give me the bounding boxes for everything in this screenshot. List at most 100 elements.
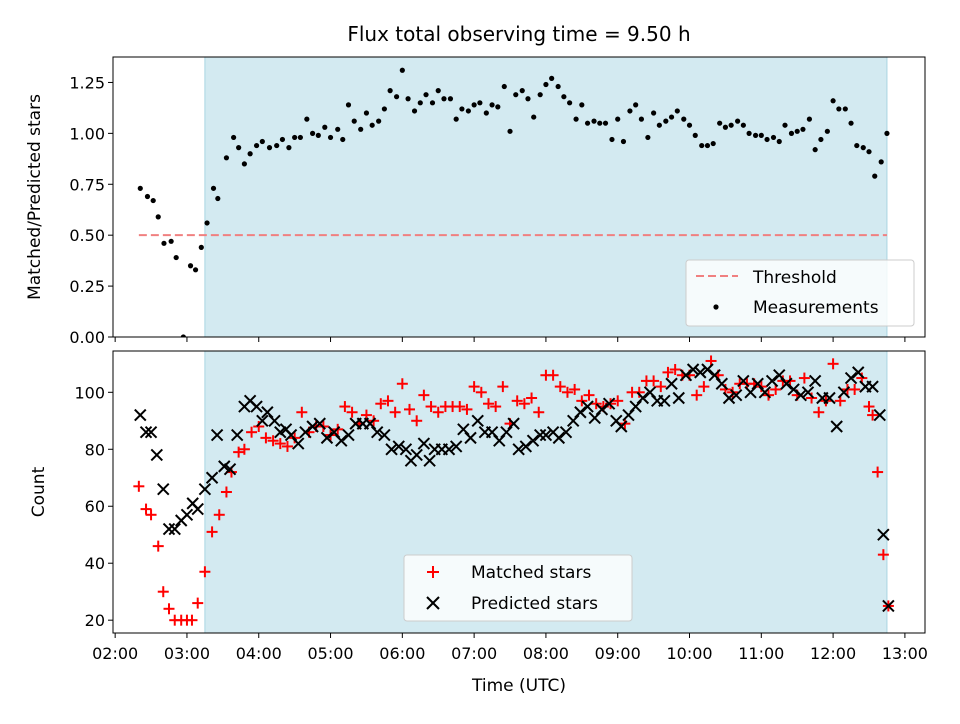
measurements-point	[866, 149, 872, 155]
matched-stars-point	[511, 395, 523, 407]
predicted-stars-point	[191, 502, 204, 516]
predicted-stars-point	[292, 437, 305, 450]
measurements-point	[405, 96, 411, 102]
x-tick-label: 13:00	[882, 644, 928, 663]
measurements-point	[247, 151, 253, 157]
predicted-stars-point	[877, 528, 890, 541]
predicted-stars-point	[392, 440, 405, 453]
measurements-point	[656, 122, 662, 128]
measurements-point	[854, 142, 860, 149]
measurements-point	[555, 83, 561, 90]
matched-stars-point	[633, 386, 645, 398]
measurements-legend-swatch	[713, 304, 719, 310]
predicted-stars-point	[526, 434, 540, 447]
matched-stars-point	[296, 406, 308, 418]
matched-stars-point	[186, 614, 198, 626]
measurements-point	[537, 92, 543, 98]
measurements-point	[215, 195, 221, 202]
predicted-stars-point	[180, 508, 194, 521]
measurements-point	[567, 100, 573, 106]
measurements-point	[335, 126, 341, 132]
measurements-point	[651, 110, 657, 116]
predicted-stars-point	[852, 366, 865, 379]
x-tick-label: 05:00	[307, 644, 353, 663]
measurements-point	[638, 116, 645, 122]
measurements-point	[387, 88, 393, 94]
predicted-stars-point	[306, 420, 319, 433]
predicted-stars-point	[335, 434, 348, 447]
measurements-point	[633, 102, 639, 108]
measurements-point	[878, 159, 884, 165]
measurements-point	[495, 104, 501, 110]
measurements-point	[627, 108, 633, 114]
ratio-legend: Threshold Measurements	[685, 259, 915, 327]
measurements-point	[752, 132, 759, 138]
predicted-stars-point	[519, 440, 533, 453]
measurements-point	[292, 134, 298, 141]
measurements-point	[180, 334, 186, 337]
matched-stars-point	[246, 426, 258, 438]
matched-stars-point	[163, 603, 175, 615]
matched-stars-point	[691, 389, 703, 401]
matched-stars-point	[547, 369, 559, 381]
measurements-point	[830, 98, 836, 104]
predicted-stars-point	[313, 417, 326, 430]
measurements-point	[525, 96, 531, 102]
measurements-point	[746, 130, 752, 136]
predicted-stars-point	[595, 403, 609, 416]
matched-stars-point	[206, 526, 218, 538]
predicted-stars-point	[464, 431, 477, 445]
predicted-stars-point	[765, 374, 779, 388]
measurements-point	[584, 120, 591, 126]
ratio-panel: 0.00 0.25 0.50 0.75 1.00 1.25 Matched/Predict…	[25, 56, 926, 347]
matched-stars-point	[454, 401, 466, 413]
measurements-point	[168, 238, 174, 244]
predicted-stars-point	[672, 391, 685, 405]
predicted-stars-point	[378, 428, 391, 442]
x-tick-label: 10:00	[666, 644, 712, 663]
measurements-point	[393, 94, 400, 100]
measurements-point	[794, 128, 800, 134]
predicted-stars-point	[636, 391, 650, 405]
predicted-stars-point	[385, 443, 398, 456]
matched-stars-point	[404, 403, 416, 415]
matched-stars-point	[145, 509, 157, 521]
predicted-legend-label: Predicted stars	[471, 594, 598, 614]
measurements-point	[429, 100, 436, 106]
measurements-point	[609, 136, 615, 143]
predicted-stars-point	[801, 386, 815, 399]
measurements-point	[198, 244, 204, 250]
y-tick-label: 80	[85, 440, 105, 459]
count-plot-area	[133, 355, 895, 626]
measurements-point	[674, 108, 680, 114]
predicted-stars-point	[320, 431, 334, 445]
ratio-y-axis: 0.00 0.25 0.50 0.75 1.00 1.25	[69, 73, 113, 347]
measurements-point	[489, 102, 495, 108]
predicted-stars-point	[150, 448, 164, 462]
matched-stars-point	[346, 406, 358, 418]
predicted-stars-point	[250, 400, 263, 413]
measurements-point	[770, 134, 777, 141]
measurements-point	[173, 254, 179, 261]
measurements-point	[836, 106, 842, 112]
measurements-point	[615, 116, 621, 122]
y-tick-label: 0.75	[69, 175, 105, 194]
measurements-point	[192, 267, 199, 273]
matched-stars-point	[389, 406, 401, 418]
predicted-stars-point	[157, 482, 170, 496]
measurements-point	[210, 185, 217, 191]
predicted-stars-point	[679, 369, 693, 382]
threshold-legend-label: Threshold	[752, 268, 837, 288]
predicted-stars-point	[399, 443, 413, 456]
y-tick-label: 40	[85, 554, 105, 573]
predicted-legend-swatch	[426, 596, 440, 610]
measurements-point	[620, 138, 627, 145]
predicted-stars-point	[808, 374, 822, 388]
x-tick-label: 04:00	[236, 644, 282, 663]
predicted-stars-point	[715, 377, 729, 390]
measurements-point	[223, 155, 230, 161]
predicted-stars-point	[512, 443, 525, 456]
measurements-point	[435, 88, 441, 94]
measurements-point	[579, 102, 585, 108]
y-tick-label: 0.25	[69, 277, 105, 296]
